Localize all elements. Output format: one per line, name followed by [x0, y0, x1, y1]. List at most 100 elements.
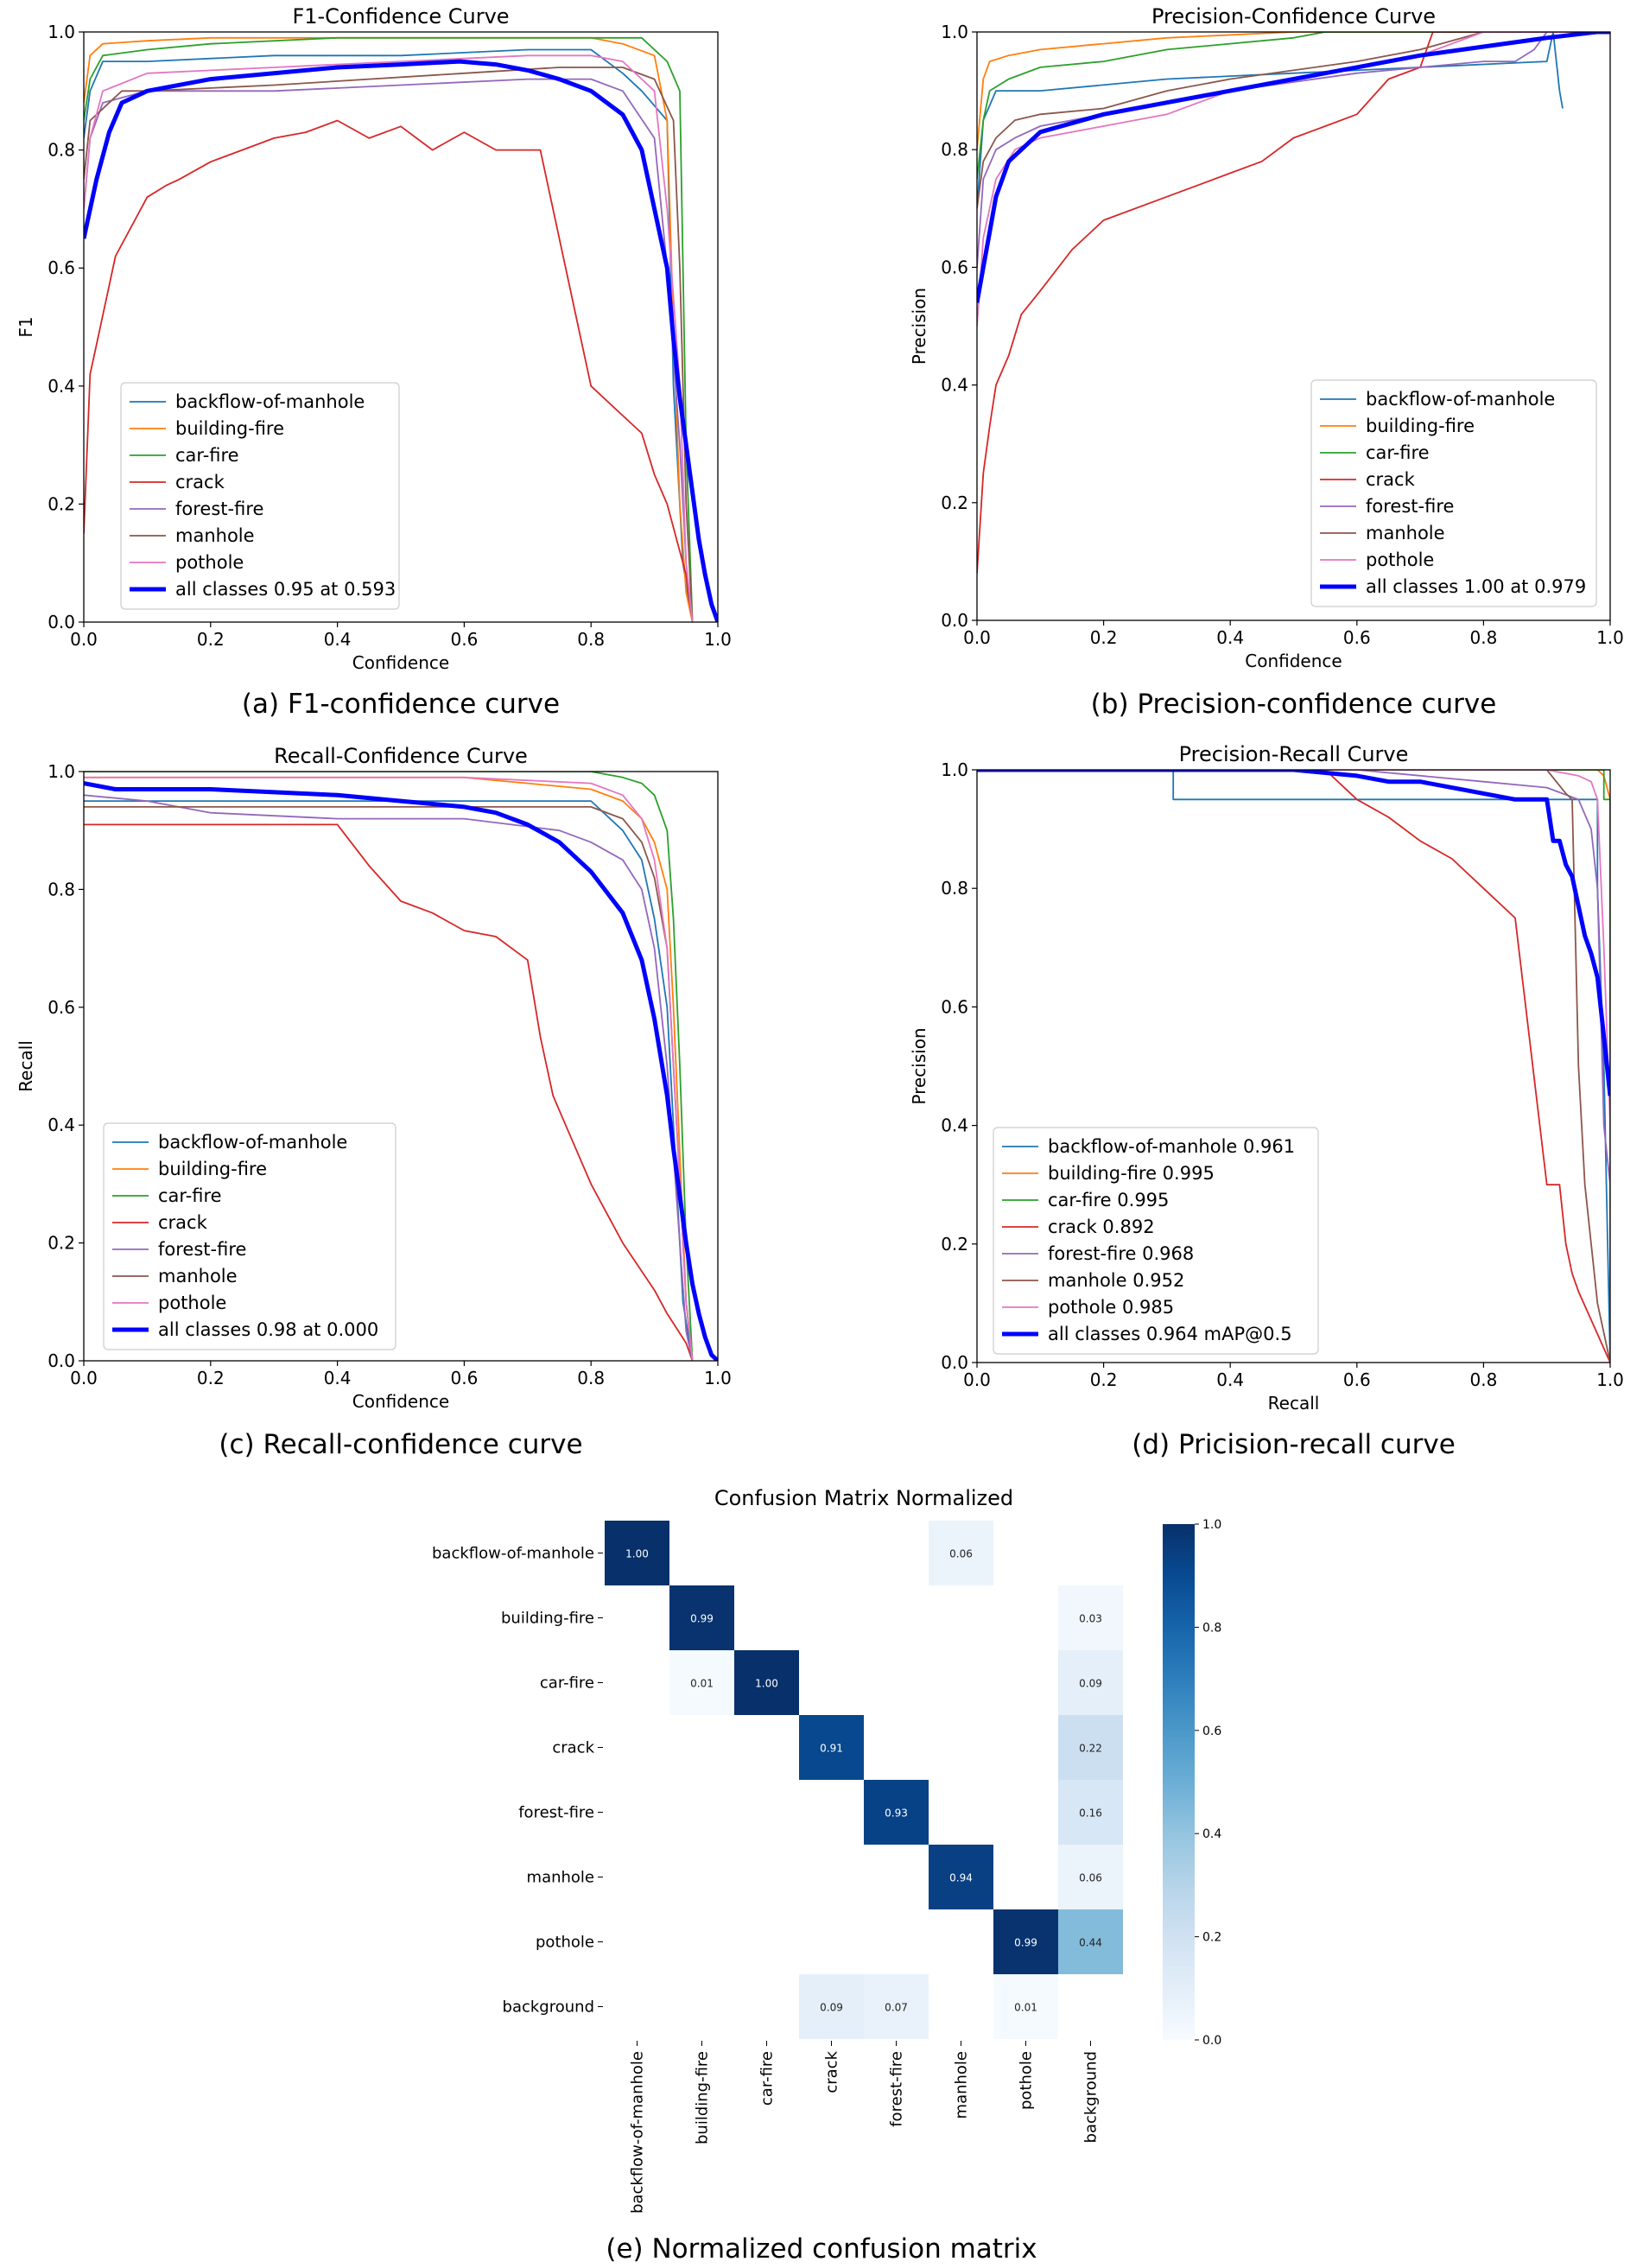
- col-label-forest-fire: forest-fire: [888, 2051, 906, 2127]
- series-line-crack-0-892: [977, 770, 1610, 1363]
- series-line-pothole: [977, 32, 1610, 327]
- series-line-all-classes-1-00-at-0-979: [977, 32, 1610, 303]
- colorbar-tick-label: 0.0: [1202, 2034, 1221, 2048]
- legend-label-car-fire: car-fire: [1366, 442, 1430, 463]
- figure-caption: (d) Pricision-recall curve: [1132, 1429, 1456, 1460]
- legend-label-backflow-of-manhole: backflow-of-manhole: [1366, 389, 1555, 410]
- matrix-cell: [669, 1585, 734, 1650]
- matrix-cell-value: 0.44: [1079, 1937, 1102, 1949]
- matrix-cell: [1058, 1845, 1123, 1909]
- matrix-cell: [1058, 1585, 1123, 1650]
- series-group: [84, 772, 718, 1361]
- series-line-backflow-of-manhole: [977, 32, 1564, 209]
- matrix-cell-value: 0.91: [820, 1743, 843, 1755]
- series-line-car-fire: [84, 772, 694, 1361]
- y-tick-label: 0.8: [48, 140, 75, 161]
- legend-label-car-fire: car-fire: [158, 1185, 222, 1206]
- series-line-car-fire: [84, 36, 694, 622]
- chart-panel-3: 0.0 0.2 0.4 0.6 0.8 1.0 0.0 0.2 0.4 0.6 0.8 1.0 Reca…: [16, 744, 732, 1460]
- col-label-manhole: manhole: [953, 2051, 971, 2119]
- x-tick-label: 0.4: [1216, 1369, 1244, 1390]
- y-tick-label: 0.6: [941, 257, 968, 277]
- colorbar-tick-label: 0.4: [1202, 1827, 1221, 1841]
- colorbar: [1163, 1524, 1195, 2040]
- chart-title: Confusion Matrix Normalized: [714, 1486, 1013, 1510]
- legend-label-all-classes-0-95-at-0-593: all classes 0.95 at 0.593: [175, 579, 396, 600]
- y-axis-label: Precision: [909, 288, 929, 365]
- colorbar-tick-label: 1.0: [1202, 1518, 1221, 1532]
- y-axis-label: Precision: [909, 1027, 929, 1104]
- matrix-cell-value: 1.00: [625, 1548, 649, 1560]
- legend-label-building-fire: building-fire: [1366, 416, 1475, 436]
- x-tick-label: 0.4: [1216, 627, 1244, 648]
- x-tick-label: 0.6: [450, 1368, 478, 1388]
- col-label-building-fire: building-fire: [694, 2051, 712, 2144]
- row-label-forest-fire: forest-fire: [518, 1804, 594, 1822]
- legend-label-crack: crack: [158, 1212, 208, 1233]
- series-line-car-fire: [977, 32, 1610, 180]
- matrix-cell-value: 0.94: [949, 1872, 973, 1884]
- matrix-cell: [1058, 1780, 1123, 1845]
- row-label-pothole: pothole: [536, 1934, 594, 1952]
- series-group: [977, 770, 1610, 1363]
- series-group: [977, 32, 1610, 574]
- matrix-cell-value: 0.01: [1014, 2002, 1037, 2014]
- x-tick-label: 0.0: [963, 1369, 991, 1390]
- legend-label-crack: crack: [1366, 469, 1416, 490]
- matrix-cell: [864, 1974, 929, 2039]
- legend-label-crack: crack: [175, 472, 225, 492]
- y-tick-label: 0.8: [941, 139, 968, 160]
- x-tick-label: 1.0: [1596, 1369, 1624, 1390]
- y-tick-label: 0.2: [48, 493, 75, 514]
- matrix-cell-value: 0.93: [885, 1807, 908, 1820]
- x-tick-label: 0.8: [1469, 627, 1497, 648]
- col-label-background: background: [1082, 2051, 1101, 2143]
- x-tick-label: 1.0: [704, 629, 732, 650]
- matrix-cell-value: 0.16: [1079, 1807, 1102, 1820]
- matrix-cell-value: 0.22: [1079, 1743, 1102, 1755]
- y-tick-label: 0.8: [48, 879, 75, 899]
- y-tick-label: 0.2: [48, 1233, 75, 1254]
- col-label-pothole: pothole: [1018, 2051, 1036, 2110]
- figure-caption: (a) F1-confidence curve: [242, 689, 560, 720]
- matrix-cell: [734, 1650, 799, 1715]
- legend-label-pothole: pothole: [175, 552, 244, 573]
- legend-label-car-fire-0-995: car-fire 0.995: [1048, 1190, 1169, 1210]
- matrix-cell: [993, 1909, 1058, 1974]
- matrix-cell-value: 0.99: [1014, 1937, 1037, 1949]
- col-label-car-fire: car-fire: [758, 2051, 777, 2106]
- row-label-manhole: manhole: [527, 1869, 594, 1887]
- chart-panel-1: 0.0 0.2 0.4 0.6 0.8 1.0 0.0 0.2 0.4 0.6 0.8 1.0 F1-C…: [16, 4, 732, 720]
- y-tick-label: 1.0: [941, 22, 968, 42]
- series-line-crack: [84, 119, 694, 622]
- row-label-crack: crack: [552, 1739, 594, 1757]
- legend-label-building-fire: building-fire: [158, 1159, 267, 1179]
- series-line-car-fire-0-995: [977, 770, 1610, 1363]
- x-tick-label: 0.6: [1343, 1369, 1371, 1390]
- plot-frame: [976, 769, 1611, 1363]
- x-tick-label: 0.6: [450, 629, 478, 650]
- matrix-cell-value: 0.99: [690, 1613, 714, 1625]
- y-axis-label: F1: [16, 316, 36, 337]
- legend-label-manhole: manhole: [158, 1266, 238, 1286]
- matrix-cell: [799, 1974, 864, 2039]
- y-tick-label: 0.2: [941, 492, 968, 513]
- y-tick-label: 0.6: [48, 257, 75, 278]
- row-label-car-fire: car-fire: [540, 1674, 594, 1693]
- legend-label-all-classes-1-00-at-0-979: all classes 1.00 at 0.979: [1366, 576, 1586, 597]
- colorbar-tick-label: 0.2: [1202, 1931, 1221, 1945]
- row-label-backflow-of-manhole: backflow-of-manhole: [432, 1545, 594, 1563]
- series-line-manhole: [84, 67, 694, 622]
- legend-label-pothole: pothole: [158, 1293, 226, 1313]
- matrix-cell: [669, 1650, 734, 1715]
- matrix-cell: [929, 1845, 993, 1909]
- x-tick-label: 0.2: [197, 1368, 225, 1388]
- matrix-cell-value: 0.09: [1079, 1678, 1102, 1690]
- x-tick-label: 0.8: [577, 629, 605, 650]
- y-tick-label: 1.0: [48, 761, 75, 782]
- series-line-manhole-0-952: [977, 770, 1610, 1363]
- x-tick-label: 0.2: [197, 629, 225, 650]
- x-axis-label: Confidence: [352, 652, 449, 673]
- y-tick-label: 0.6: [48, 997, 75, 1018]
